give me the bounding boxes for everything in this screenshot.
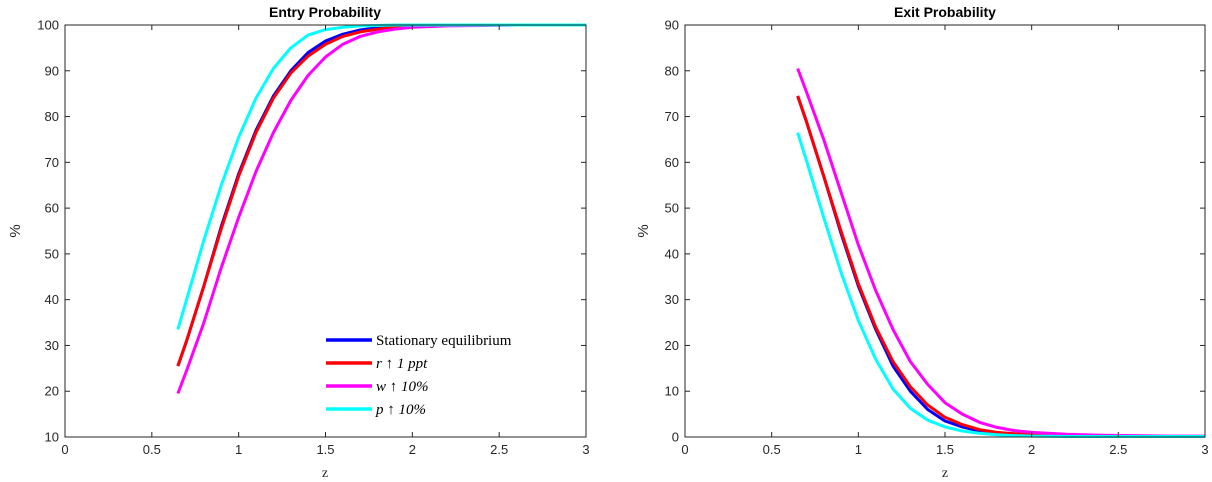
chart-title: Entry Probability [269,4,381,20]
y-tick-label: 50 [665,201,679,216]
x-axis-label: z [322,466,328,481]
y-axis-label: % [635,224,652,237]
chart-title: Exit Probability [894,4,996,20]
y-axis-label: % [7,224,24,237]
x-tick-label: 1.5 [316,442,334,457]
x-tick-label: 1 [235,442,242,457]
x-tick-label: 3 [1201,442,1208,457]
y-tick-label: 20 [45,384,59,399]
x-tick-label: 1 [855,442,862,457]
y-tick-label: 40 [45,292,59,307]
plot-area [685,25,1205,437]
y-tick-label: 80 [45,109,59,124]
x-tick-label: 2 [1028,442,1035,457]
x-axis-label: z [942,466,948,481]
entry-probability-panel: Entry Probability 0 0.5 1 1.5 2 2.5 3 10 20 30 40… [7,4,590,481]
y-tick-label: 10 [45,430,59,445]
y-tick-label: 90 [45,63,59,78]
x-tick-label: 0 [61,442,68,457]
y-tick-label: 70 [665,109,679,124]
x-tick-label: 2.5 [1109,442,1127,457]
y-tick-label: 60 [665,155,679,170]
legend: Stationary equilibrium r ↑ 1 ppt w ↑ 10%… [320,324,574,424]
y-tick-label: 10 [665,384,679,399]
y-tick-label: 30 [665,292,679,307]
y-tick-label: 60 [45,201,59,216]
x-tick-label: 0.5 [763,442,781,457]
x-tick-label: 3 [582,442,589,457]
legend-entry-p: p ↑ 10% [375,402,426,418]
x-tick-label: 2.5 [490,442,508,457]
y-tick-label: 50 [45,246,59,261]
y-tick-label: 100 [37,18,59,33]
y-tick-label: 70 [45,155,59,170]
x-tick-label: 0.5 [143,442,161,457]
y-tick-label: 0 [672,430,679,445]
x-tick-label: 2 [409,442,416,457]
legend-entry-w: w ↑ 10% [376,379,429,395]
y-tick-label: 20 [665,338,679,353]
x-tick-label: 0 [681,442,688,457]
y-tick-label: 90 [665,18,679,33]
y-tick-label: 30 [45,338,59,353]
y-tick-label: 80 [665,63,679,78]
legend-entry-r: r ↑ 1 ppt [376,356,428,372]
x-tick-label: 1.5 [936,442,954,457]
y-tick-label: 40 [665,246,679,261]
exit-probability-panel: Exit Probability 0 0.5 1 1.5 2 2.5 3 0 10 20 30 40… [635,4,1209,481]
legend-entry-stationary: Stationary equilibrium [376,333,512,349]
